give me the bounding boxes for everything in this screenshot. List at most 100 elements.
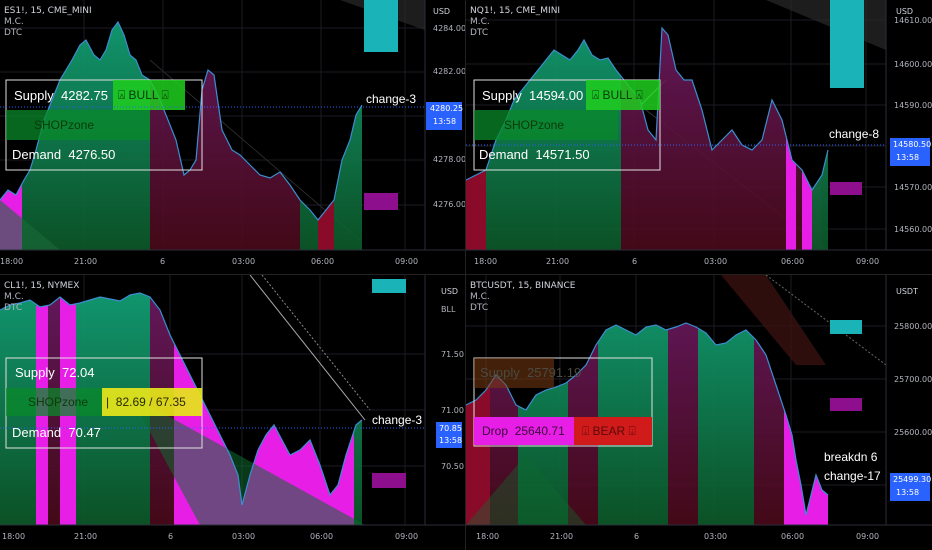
price-tick: 25800.00 [894, 322, 932, 331]
symbol-title: CL1!, 15, NYMEX [4, 281, 80, 291]
time-tick: 21:00 [74, 257, 98, 266]
price-tick: 4278.00 [433, 155, 466, 164]
supply-label: Supply [15, 365, 55, 380]
time-tick: 03:00 [704, 257, 728, 266]
supply-value: 4282.75 [60, 88, 108, 103]
chart-btc-plot[interactable] [466, 275, 932, 550]
time-tick: 18:00 [0, 257, 24, 266]
time-tick: 06:00 [781, 257, 805, 266]
chart-cl-plot[interactable] [0, 275, 466, 550]
time-tick: 03:00 [232, 532, 256, 541]
time-tick: 21:00 [74, 532, 98, 541]
time-tick: 18:00 [474, 257, 498, 266]
zone-label: SHOPzone [34, 118, 95, 132]
price-tick: 14590.00 [894, 101, 932, 110]
cyan-block [364, 0, 398, 52]
indicator-mc: M.C. [470, 292, 490, 302]
currency-label: USDT [896, 287, 918, 296]
demand-label: Demand [12, 425, 62, 440]
time-tick: 18:00 [476, 532, 500, 541]
time-tick: 21:00 [546, 257, 570, 266]
countdown: 13:58 [439, 436, 463, 445]
indicator-mc: M.C. [4, 17, 24, 27]
currency-label: USD [441, 287, 459, 296]
indicator-dtc: DTC [4, 28, 23, 38]
demand-label: Demand [479, 147, 529, 162]
supply-row: Supply 14594.00 [482, 88, 583, 103]
indicator-mc: M.C. [470, 17, 490, 27]
supply-row: Supply 72.04 [15, 365, 95, 380]
zone-label: SHOPzone [504, 118, 565, 132]
change-annotation: change-3 [372, 413, 423, 427]
drop-row: Drop 25640.71 [482, 424, 565, 438]
supply-value: 14594.00 [528, 88, 584, 103]
demand-row: Demand 14571.50 [479, 147, 590, 162]
time-tick: 06:00 [781, 532, 805, 541]
last-price-tag: 70.85 [439, 424, 462, 433]
time-tick: 6 [160, 257, 166, 266]
demand-row: Demand 4276.50 [12, 147, 115, 162]
bull-badge-bg [113, 80, 185, 110]
last-price-tag: 4280.25 [430, 104, 464, 113]
change-annotation: change-3 [366, 92, 417, 106]
time-tick: 06:00 [311, 257, 335, 266]
indicator-dtc: DTC [470, 28, 489, 38]
demand-row: Demand 70.47 [12, 425, 101, 440]
demand-value: 70.47 [68, 425, 101, 440]
time-tick: 6 [634, 532, 640, 541]
countdown: 13:58 [896, 153, 920, 162]
price-tick: 14560.00 [894, 225, 932, 234]
currency-label: USD [433, 7, 451, 16]
countdown: 13:58 [433, 117, 457, 126]
symbol-title: BTCUSDT, 15, BINANCE [470, 281, 576, 291]
demand-label: Demand [12, 147, 62, 162]
chart-nq-plot[interactable] [466, 0, 932, 275]
currency-label: USD [896, 7, 914, 16]
last-price-tag: 14580.50 [893, 140, 932, 149]
drop-label: Drop [482, 424, 509, 438]
chart-panel-cl[interactable]: CL1!, 15, NYMEX M.C. DTC USD BLL 71.50 7… [0, 275, 466, 550]
last-price-tag: 25499.30 [893, 475, 932, 484]
chart-panel-nq[interactable]: NQ1!, 15, CME_MINI M.C. DTC USD 14610.00… [466, 0, 932, 275]
demand-value: 14571.50 [535, 147, 590, 162]
price-tick: 14610.00 [894, 16, 932, 25]
supply-row: Supply 4282.75 [14, 88, 108, 103]
price-tick: 70.50 [441, 462, 464, 471]
bull-badge: ⍓ BULL ⍓ [592, 88, 643, 102]
chart-panel-btc[interactable]: BTCUSDT, 15, BINANCE M.C. DTC USDT 25800… [466, 275, 932, 550]
supply-value: 25791.19 [526, 365, 582, 380]
time-tick: 09:00 [395, 257, 419, 266]
supply-row: Supply 25791.19 [480, 365, 581, 380]
symbol-title: ES1!, 15, CME_MINI [4, 6, 92, 16]
purple-block [364, 193, 398, 210]
price-tick: 71.00 [441, 406, 464, 415]
supply-label: Supply [14, 88, 54, 103]
supply-label: Supply [480, 365, 520, 380]
indicator-dtc: DTC [470, 303, 489, 313]
change-annotation: change-17 [824, 469, 881, 483]
price-tick: 4276.00 [433, 200, 466, 209]
price-tick: 4282.00 [433, 67, 466, 76]
chart-es-plot[interactable] [0, 0, 466, 275]
price-tick: 14600.00 [894, 60, 932, 69]
time-tick: 6 [632, 257, 638, 266]
time-tick: 09:00 [856, 532, 880, 541]
countdown: 13:58 [896, 488, 920, 497]
indicator-dtc: DTC [4, 303, 23, 313]
ratio-badge: | 82.69 / 67.35 [106, 395, 186, 409]
time-tick: 03:00 [704, 532, 728, 541]
price-tick: 25700.00 [894, 375, 932, 384]
drop-value: 25640.71 [514, 424, 565, 438]
time-tick: 09:00 [856, 257, 880, 266]
time-tick: 21:00 [550, 532, 574, 541]
time-tick: 03:00 [232, 257, 256, 266]
indicator-mc: M.C. [4, 292, 24, 302]
symbol-header: ES1!, 15, CME_MINI M.C. DTC [4, 6, 92, 39]
breakdown-annotation: breakdn 6 [824, 450, 878, 464]
price-tick: 4284.00 [433, 24, 466, 33]
currency-label-2: BLL [441, 305, 456, 314]
chart-panel-es[interactable]: ES1!, 15, CME_MINI M.C. DTC USD 4284.00 … [0, 0, 466, 275]
time-tick: 18:00 [2, 532, 26, 541]
price-tick: 25600.00 [894, 428, 932, 437]
symbol-title: NQ1!, 15, CME_MINI [470, 6, 561, 16]
